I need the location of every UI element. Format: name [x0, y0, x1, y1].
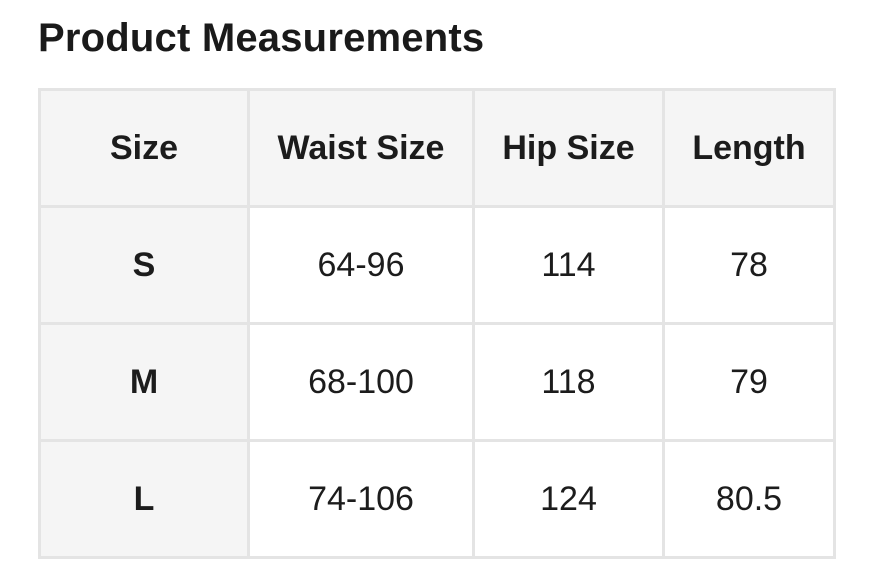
table-header-row: Size Waist Size Hip Size Length [38, 88, 836, 208]
cell-length-l: 80.5 [662, 439, 836, 559]
measurements-table: Size Waist Size Hip Size Length S 64-96 … [38, 88, 836, 559]
page-title: Product Measurements [38, 16, 485, 60]
row-label-size-m: M [38, 322, 250, 442]
cell-hip-l: 124 [472, 439, 665, 559]
cell-waist-l: 74-106 [247, 439, 475, 559]
cell-hip-m: 118 [472, 322, 665, 442]
table-row-m: M 68-100 118 79 [38, 322, 836, 442]
cell-hip-s: 114 [472, 205, 665, 325]
cell-waist-s: 64-96 [247, 205, 475, 325]
cell-length-m: 79 [662, 322, 836, 442]
column-header-size: Size [38, 88, 250, 208]
column-header-waist: Waist Size [247, 88, 475, 208]
table-row-s: S 64-96 114 78 [38, 205, 836, 325]
column-header-length: Length [662, 88, 836, 208]
column-header-hip: Hip Size [472, 88, 665, 208]
row-label-size-s: S [38, 205, 250, 325]
cell-length-s: 78 [662, 205, 836, 325]
row-label-size-l: L [38, 439, 250, 559]
table-row-l: L 74-106 124 80.5 [38, 439, 836, 559]
cell-waist-m: 68-100 [247, 322, 475, 442]
